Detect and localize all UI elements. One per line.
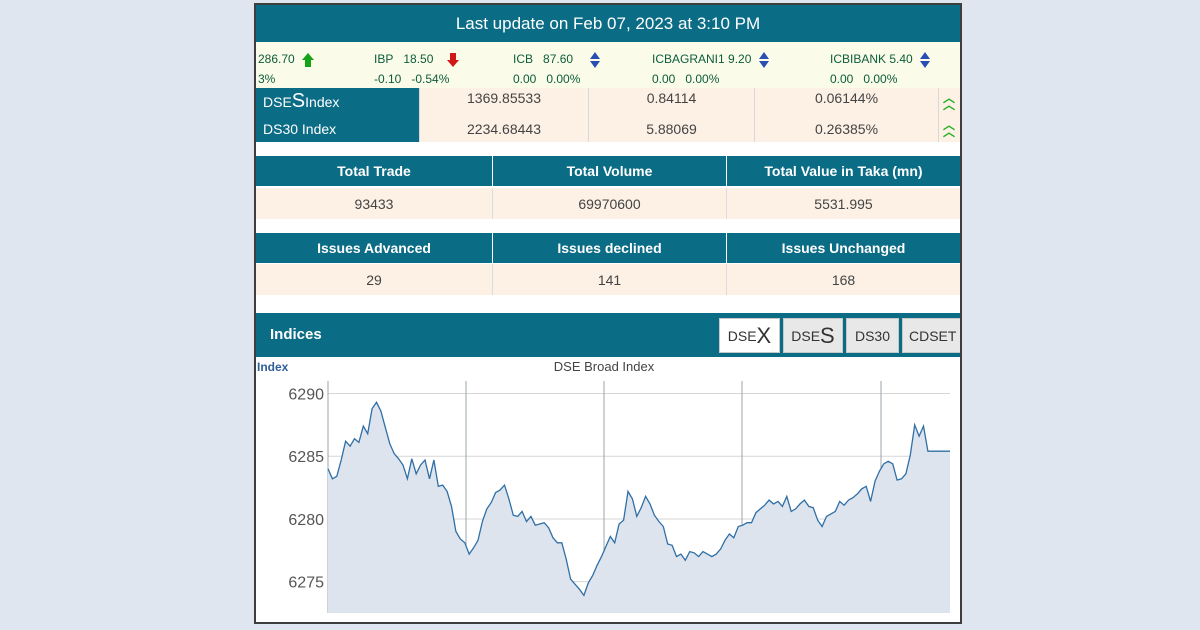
index-change: 5.88069 xyxy=(588,115,754,142)
total-trade-value: 93433 xyxy=(354,195,394,212)
double-chevron-up-icon: ︿ ︿ xyxy=(942,90,955,112)
ticker-item[interactable]: ICBAGRANI1 9.20 xyxy=(652,52,769,68)
ticker-item[interactable]: 286.70 xyxy=(258,52,315,67)
double-chevron-up-icon: ︿ ︿ xyxy=(942,117,955,139)
y-tick-label: 6275 xyxy=(288,575,324,592)
ticker-item[interactable]: IBP 18.50 xyxy=(374,52,459,67)
y-tick-label: 6290 xyxy=(288,387,324,404)
ticker-pct: 3% xyxy=(258,72,276,86)
ticker-item[interactable]: ICB 87.60 xyxy=(513,52,601,68)
tab-ds30[interactable]: DS30 xyxy=(846,318,899,353)
index-trend-cell xyxy=(938,115,960,142)
trade-summary-values: 93433 69970600 5531.995 xyxy=(256,188,960,219)
total-volume-value: 69970600 xyxy=(492,188,726,219)
index-chart: Index DSE Broad Index 6275 6280 6285 6290 xyxy=(257,359,950,613)
last-update-header: Last update on Feb 07, 2023 at 3:10 PM xyxy=(256,5,960,42)
series-line xyxy=(327,401,950,597)
up-down-arrow-icon xyxy=(590,52,601,68)
ticker-name: ICBAGRANI1 xyxy=(652,52,725,67)
index-pct: 0.06144% xyxy=(754,88,938,115)
trade-summary-header: Total Trade Total Volume Total Value in … xyxy=(256,156,960,186)
ticker-name: IBP xyxy=(374,52,394,66)
indices-section-bar: Indices DSE X DSE S DS30 CDSET xyxy=(256,313,960,357)
index-pct: 0.26385% xyxy=(754,115,938,142)
market-panel: Last update on Feb 07, 2023 at 3:10 PM 2… xyxy=(254,3,962,624)
ticker-name: ICBIBANK xyxy=(830,52,887,67)
total-volume-label: Total Volume xyxy=(492,156,726,186)
y-tick-label: 6285 xyxy=(288,449,324,466)
index-row-dses: DSE S Index 1369.85533 0.84114 0.06144% ︿… xyxy=(256,88,960,115)
issues-summary-values: 29 141 168 xyxy=(256,264,960,295)
ticker-price: 286.70 xyxy=(258,52,295,66)
index-name[interactable]: DS30 Index xyxy=(256,115,419,142)
ticker-price: 87.60 xyxy=(543,52,574,67)
down-arrow-icon xyxy=(446,52,459,67)
index-name[interactable]: DSE S Index xyxy=(256,88,419,115)
issues-advanced-label: Issues Advanced xyxy=(317,240,431,256)
tab-dsex[interactable]: DSE X xyxy=(719,318,780,353)
up-arrow-icon xyxy=(302,52,315,67)
issues-unchanged-value: 168 xyxy=(726,264,960,295)
index-trend-cell xyxy=(938,88,960,115)
index-value: 1369.85533 xyxy=(419,88,588,115)
tab-dses[interactable]: DSE S xyxy=(783,318,843,353)
y-tick-label: 6280 xyxy=(288,512,324,529)
total-value-value: 5531.995 xyxy=(726,188,960,219)
issues-declined-label: Issues declined xyxy=(492,233,726,263)
ticker-change: 0.00 0.00% xyxy=(830,72,898,86)
ticker-price: 9.20 xyxy=(728,52,752,67)
issues-declined-value: 141 xyxy=(492,264,726,295)
index-row-ds30: DS30 Index 2234.68443 5.88069 0.26385% ︿… xyxy=(256,115,960,142)
up-down-arrow-icon xyxy=(758,52,769,68)
issues-unchanged-label: Issues Unchanged xyxy=(726,233,960,263)
ticker-change: 0.00 0.00% xyxy=(513,72,581,86)
total-value-label: Total Value in Taka (mn) xyxy=(726,156,960,186)
issues-summary-header: Issues Advanced Issues declined Issues U… xyxy=(256,233,960,263)
ticker-strip: 286.70 3% IBP 18.50 -0.10 -0.54% ICB 87.… xyxy=(256,42,960,91)
ticker-price: 5.40 xyxy=(889,52,913,67)
ticker-change: -0.10 -0.54% xyxy=(374,72,450,86)
up-down-arrow-icon xyxy=(920,52,931,68)
ticker-change: 0.00 0.00% xyxy=(652,72,720,86)
indices-title: Indices xyxy=(270,326,322,343)
ticker-item[interactable]: ICBIBANK 5.40 xyxy=(830,52,931,68)
index-change: 0.84114 xyxy=(588,88,754,115)
issues-advanced-value: 29 xyxy=(366,271,382,288)
ticker-name: ICB xyxy=(513,52,534,67)
chart-title: DSE Broad Index xyxy=(554,359,655,374)
total-trade-label: Total Trade xyxy=(337,163,411,179)
series-area xyxy=(328,402,950,613)
index-value: 2234.68443 xyxy=(419,115,588,142)
y-axis-label: Index xyxy=(257,360,289,374)
ticker-price: 18.50 xyxy=(403,52,434,66)
tab-cdset[interactable]: CDSET xyxy=(902,318,960,353)
